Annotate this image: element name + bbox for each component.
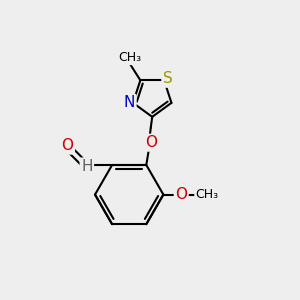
Text: S: S xyxy=(163,71,172,86)
Text: O: O xyxy=(175,187,187,202)
Text: H: H xyxy=(81,159,93,174)
Text: CH₃: CH₃ xyxy=(196,188,219,201)
Text: N: N xyxy=(124,95,135,110)
Text: O: O xyxy=(61,138,74,153)
Text: CH₃: CH₃ xyxy=(118,51,142,64)
Text: O: O xyxy=(145,135,157,150)
